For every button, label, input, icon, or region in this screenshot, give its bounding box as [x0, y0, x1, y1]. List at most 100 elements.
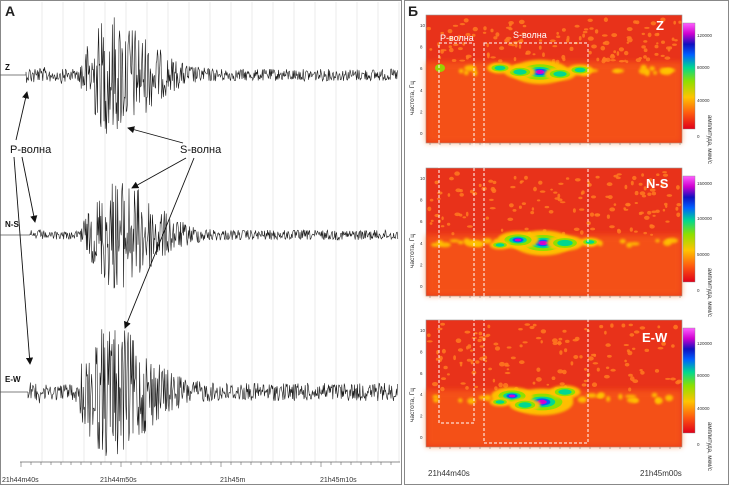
energy-dot: [610, 368, 616, 372]
energy-dot: [661, 182, 665, 187]
energy-dot: [540, 340, 543, 344]
energy-dot: [539, 190, 546, 193]
energy-dot: [601, 34, 608, 37]
energy-dot: [565, 339, 570, 343]
energy-dot: [626, 27, 633, 32]
energy-dot: [561, 54, 566, 60]
panel-b: Б P-волна S-волна Z N-S E-W частота, Гц …: [404, 0, 729, 485]
energy-dot: [441, 348, 446, 354]
energy-dot: [591, 353, 596, 357]
energy-dot: [426, 340, 433, 343]
energy-dot: [499, 46, 505, 51]
a-time-tick-label: 21h44m50s: [100, 477, 137, 484]
energy-dot: [486, 42, 489, 48]
frequency-ticks: 10 8 6 4 2 0 10 8 6 4 2 0 10 8 6 4 2 0: [420, 23, 426, 440]
frequency-tick-label: 6: [420, 371, 423, 376]
energy-dot: [524, 175, 528, 180]
energy-dot: [640, 370, 645, 375]
energy-dot: [479, 345, 485, 348]
energy-dot: [657, 325, 661, 329]
colorbar-tick-label: 0: [697, 134, 700, 139]
energy-patch: [644, 69, 650, 77]
energy-dot: [466, 345, 469, 350]
energy-dot: [610, 323, 614, 328]
energy-dot: [628, 323, 633, 327]
energy-patch: [484, 394, 492, 401]
s-arrow-z: [127, 126, 184, 144]
annotation-arrows: [13, 91, 195, 365]
colorbar: [682, 22, 696, 130]
energy-dot: [562, 369, 567, 375]
energy-dot: [465, 386, 469, 390]
energy-dot: [434, 180, 439, 185]
energy-dot: [448, 45, 452, 49]
energy-dot: [613, 203, 617, 206]
energy-dot: [427, 206, 432, 212]
energy-dot: [556, 35, 561, 38]
energy-blob-magenta: [514, 238, 522, 242]
energy-dot: [556, 342, 562, 345]
energy-dot: [578, 196, 583, 200]
energy-dot: [483, 26, 487, 31]
energy-patch: [458, 398, 463, 403]
energy-dot: [613, 50, 617, 54]
colorbar: [682, 175, 696, 283]
energy-dot: [672, 43, 677, 46]
energy-dot: [447, 29, 453, 34]
colorbar-label-ew: амплитуда, мкм/с: [706, 422, 712, 471]
energy-dot: [630, 180, 634, 186]
energy-dot: [457, 348, 464, 352]
energy-patch: [625, 394, 637, 398]
energy-dot: [641, 173, 644, 177]
energy-dot: [624, 362, 630, 367]
energy-dot: [554, 197, 560, 200]
energy-dot: [666, 194, 673, 197]
frequency-tick-label: 4: [420, 88, 423, 93]
energy-dot: [518, 328, 523, 331]
energy-dot: [490, 28, 494, 33]
energy-dot: [628, 373, 633, 377]
energy-dot: [524, 227, 529, 231]
energy-dot: [667, 47, 671, 52]
a-time-tick-label: 21h44m40s: [2, 477, 39, 484]
energy-dot: [440, 49, 444, 54]
energy-patch: [619, 239, 626, 244]
energy-patch: [665, 394, 674, 402]
energy-dot: [470, 359, 474, 365]
colorbar-tick-label: 80000: [697, 65, 710, 70]
energy-dot: [465, 55, 469, 60]
energy-dot: [643, 231, 647, 235]
energy-dot: [482, 31, 487, 34]
frequency-tick-label: 10: [420, 328, 426, 333]
y-axis-label-z: частота, Гц: [409, 81, 416, 115]
energy-dot: [453, 355, 456, 361]
energy-dot: [494, 386, 498, 391]
energy-dot: [587, 36, 594, 41]
energy-dot: [618, 47, 625, 52]
energy-dot: [514, 43, 518, 48]
energy-dot: [615, 176, 621, 180]
s-wave-window: [483, 42, 589, 444]
energy-dot: [489, 198, 494, 201]
energy-dot: [587, 18, 593, 22]
energy-dot: [530, 211, 535, 215]
colorbar-tick-label: 0: [697, 442, 700, 447]
frequency-tick-label: 8: [420, 198, 423, 203]
energy-dot: [487, 324, 491, 329]
energy-dot: [634, 190, 639, 196]
energy-patch: [651, 392, 658, 398]
p-wave-annotation: P-волна: [10, 144, 52, 156]
energy-patch: [433, 398, 440, 403]
energy-dot: [552, 341, 558, 346]
energy-dot: [572, 208, 576, 213]
energy-dot: [498, 59, 503, 63]
energy-patch: [653, 70, 658, 75]
energy-dot: [595, 175, 600, 179]
energy-dot: [662, 173, 669, 177]
energy-dot: [673, 20, 676, 25]
energy-patch: [482, 238, 493, 244]
energy-blob-cyan: [585, 240, 595, 244]
colorbar-tick-label: 150000: [697, 181, 713, 186]
energy-dot: [457, 35, 462, 40]
energy-dot: [635, 58, 642, 63]
